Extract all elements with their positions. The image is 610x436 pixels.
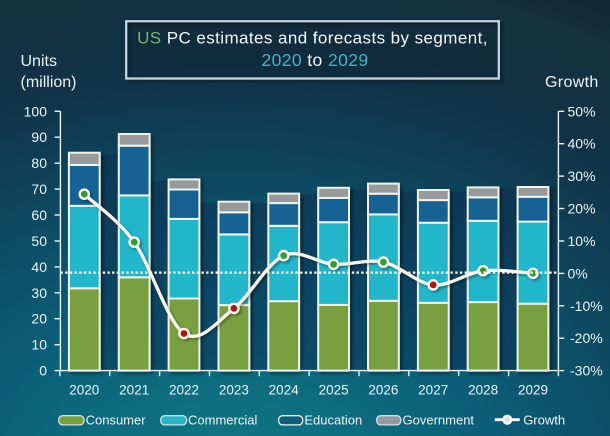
svg-text:2021: 2021 [119,383,149,398]
svg-text:2020: 2020 [69,383,99,398]
svg-text:100: 100 [24,103,48,119]
svg-text:60: 60 [31,207,47,223]
svg-text:Consumer: Consumer [86,412,147,427]
svg-text:20: 20 [31,311,47,327]
svg-text:80: 80 [31,155,47,171]
svg-text:10: 10 [31,337,47,353]
svg-text:-10%: -10% [570,298,603,314]
svg-text:2024: 2024 [269,383,300,398]
svg-text:50%: 50% [568,103,596,119]
svg-text:0%: 0% [568,265,588,281]
svg-text:-20%: -20% [570,330,603,346]
svg-text:10%: 10% [568,233,596,249]
svg-text:30%: 30% [568,168,596,184]
svg-text:40: 40 [31,259,47,275]
svg-text:-30%: -30% [570,363,603,379]
svg-text:2029: 2029 [518,383,548,398]
svg-text:30: 30 [31,285,47,301]
svg-text:Education: Education [304,412,362,427]
svg-text:US PC estimates and forecasts: US PC estimates and forecasts by segment… [137,29,488,48]
svg-text:Commercial: Commercial [188,412,257,427]
svg-text:Growth: Growth [545,74,599,91]
svg-text:Growth: Growth [523,412,565,427]
svg-text:Government: Government [403,412,475,427]
svg-text:2026: 2026 [368,383,398,398]
svg-text:2027: 2027 [418,383,448,398]
svg-text:40%: 40% [568,136,596,152]
svg-text:50: 50 [31,233,47,249]
svg-text:2020 to 2029: 2020 to 2029 [262,50,369,70]
svg-text:2025: 2025 [319,383,349,398]
svg-text:20%: 20% [568,201,596,217]
svg-text:2028: 2028 [468,383,498,398]
svg-text:70: 70 [31,181,47,197]
svg-text:2022: 2022 [169,383,199,398]
svg-text:Units: Units [21,53,57,70]
svg-text:(million): (million) [21,74,77,91]
svg-text:0: 0 [39,363,47,379]
svg-text:2023: 2023 [219,383,249,398]
svg-text:90: 90 [31,129,47,145]
